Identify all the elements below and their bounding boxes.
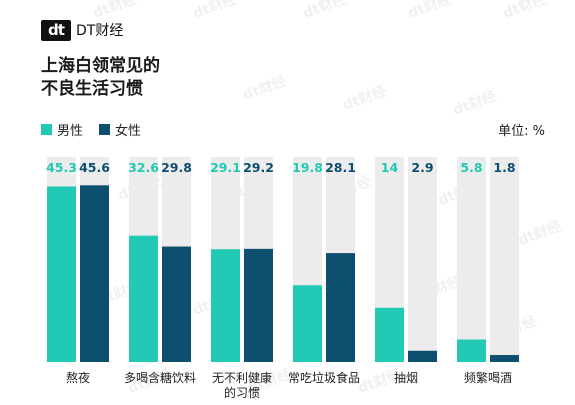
watermark-text: dt财经 — [406, 0, 454, 22]
data-label: 5.8 — [460, 160, 482, 175]
data-label: 29.1 — [210, 160, 241, 175]
bar-male — [293, 285, 322, 362]
legend-swatch-female — [99, 124, 111, 135]
data-label: 32.6 — [128, 160, 159, 175]
bar-female — [80, 185, 109, 362]
brand-name: DT财经 — [76, 23, 124, 39]
brand-logo: dt DT财经 — [41, 19, 123, 41]
legend-item-female: 女性 — [99, 120, 141, 139]
bar-female — [162, 246, 191, 362]
bar-track — [490, 157, 519, 362]
bar-female — [244, 248, 273, 362]
data-label: 1.8 — [493, 160, 515, 175]
legend: 男性 女性 — [41, 120, 157, 139]
category-label: 无不利健康 — [212, 370, 272, 385]
chart-title-line2: 不良生活习惯 — [41, 79, 143, 99]
legend-item-male: 男性 — [41, 120, 83, 139]
watermark-text: dt财经 — [451, 87, 499, 118]
dt-logo-icon: dt — [41, 19, 71, 41]
watermark-text: dt财经 — [341, 82, 389, 113]
bar-male — [457, 339, 486, 362]
category-label: 多喝含糖饮料 — [124, 370, 196, 385]
category-label: 常吃垃圾食品 — [288, 370, 360, 385]
bar-female — [408, 350, 437, 362]
category-label: 抽烟 — [394, 371, 418, 385]
data-label: 28.1 — [325, 160, 356, 175]
watermark-text: dt财经 — [516, 217, 564, 248]
bar-female — [326, 253, 355, 362]
data-label: 29.2 — [243, 160, 274, 175]
bar-female — [490, 355, 519, 362]
watermark-text: dt财经 — [501, 0, 549, 22]
chart-title-line1: 上海白领常见的 — [41, 56, 160, 76]
category-label: 的习惯 — [224, 385, 260, 400]
legend-label-female: 女性 — [115, 124, 142, 139]
watermark-text: dt财经 — [241, 72, 289, 103]
data-label: 29.8 — [161, 160, 192, 175]
watermark-text: dt财经 — [301, 0, 349, 22]
bar-male — [129, 235, 158, 362]
chart-title: 上海白领常见的 不良生活习惯 — [41, 55, 160, 101]
data-label: 2.9 — [411, 160, 433, 175]
watermark-text: dt财经 — [91, 0, 139, 22]
bar-track — [457, 157, 486, 362]
data-label: 45.3 — [46, 160, 77, 175]
category-label: 频繁喝酒 — [464, 370, 512, 385]
unit-label: 单位: % — [498, 124, 545, 139]
bar-track — [408, 157, 437, 362]
data-label: 14 — [381, 160, 399, 175]
legend-label-male: 男性 — [57, 124, 84, 139]
data-label: 19.8 — [292, 160, 323, 175]
category-label: 熬夜 — [66, 370, 90, 385]
bar-male — [375, 307, 404, 362]
bar-male — [211, 249, 240, 362]
legend-swatch-male — [41, 124, 52, 135]
data-label: 45.6 — [79, 160, 110, 175]
watermark-text: dt财经 — [191, 0, 239, 22]
bar-male — [47, 186, 76, 362]
